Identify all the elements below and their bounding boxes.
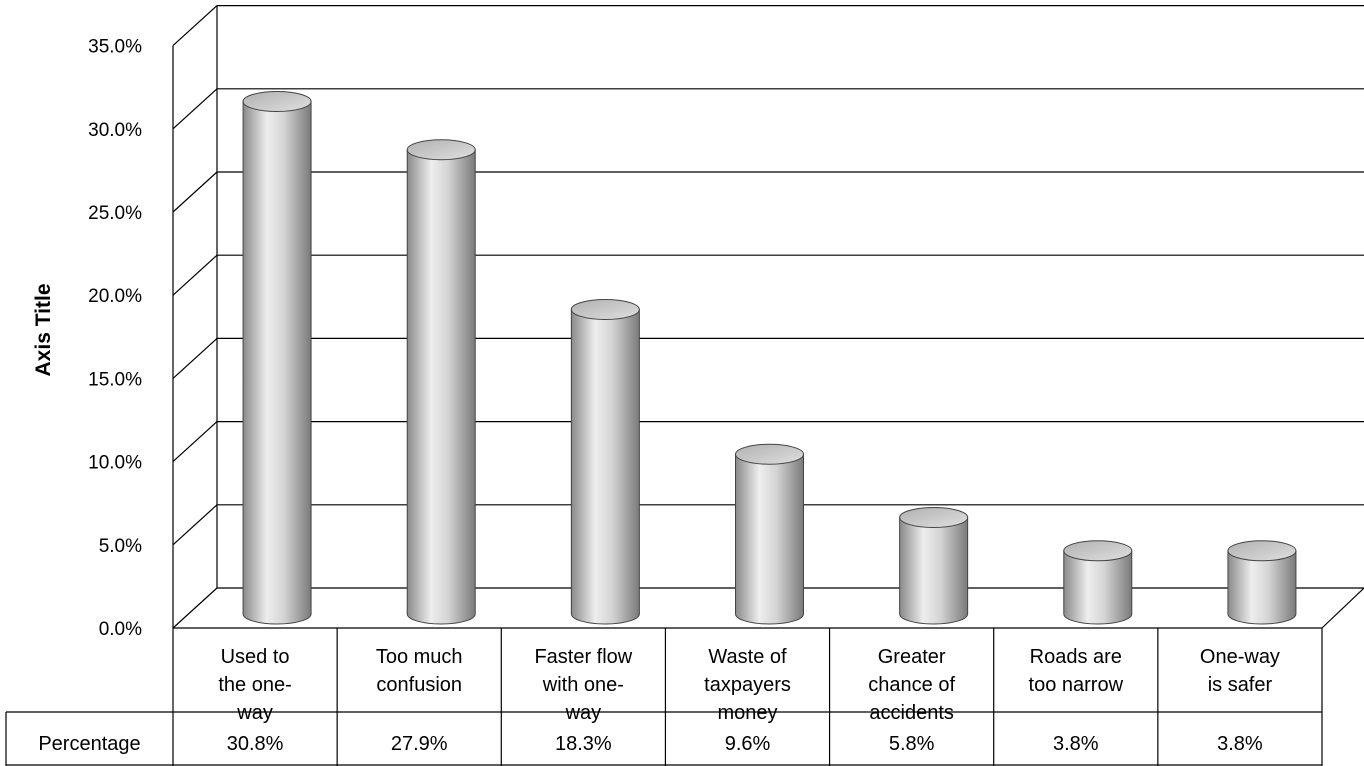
gridline-side (172, 587, 218, 629)
y-tick-label: 20.0% (88, 286, 142, 307)
bar (1227, 540, 1297, 625)
data-label: 27.9% (391, 733, 448, 755)
category-label: too narrow (1029, 674, 1124, 696)
y-tick-label: 10.0% (88, 453, 142, 474)
y-axis: 0.0% 5.0% 10.0% 15.0% 20.0% 25.0% 30.0% 35.0% (88, 5, 218, 640)
floor-right-edge (1321, 587, 1364, 629)
gridline-side (172, 254, 218, 296)
category-label: the one- (218, 674, 291, 696)
bar-cap (406, 139, 476, 161)
bar-cap (899, 506, 969, 528)
y-tick-label: 5.0% (99, 536, 142, 557)
data-label: 3.8% (1053, 733, 1099, 755)
bar-body (1227, 550, 1297, 625)
data-table: Percentage Used to the one-way 30.8% Too muc… (5, 628, 1323, 766)
y-tick-label: 25.0% (88, 203, 142, 224)
category-label: money (717, 702, 777, 724)
data-label: 3.8% (1217, 733, 1263, 755)
y-axis-title: Axis Title (32, 284, 55, 377)
bar-body (899, 516, 969, 625)
bars (242, 90, 1297, 625)
bar-body (1063, 550, 1133, 625)
bar-cap (1063, 540, 1133, 562)
category-label: is safer (1208, 674, 1273, 696)
bar-body (406, 149, 476, 625)
data-label: 5.8% (889, 733, 935, 755)
bar (570, 298, 640, 625)
series-name: Percentage (38, 733, 140, 755)
gridline-side (172, 88, 218, 130)
bar-body (735, 453, 804, 625)
category-label: Roads are (1030, 646, 1122, 668)
gridline-side (172, 5, 218, 47)
y-tick-label: 0.0% (99, 619, 142, 640)
gridline-side (172, 421, 218, 463)
data-label: 30.8% (227, 733, 284, 755)
category-label: Greater (878, 646, 946, 668)
gridline-side (172, 171, 218, 213)
category-label: with one- (542, 674, 624, 696)
bar (735, 443, 804, 625)
bar (1063, 540, 1133, 625)
category-label: confusion (376, 674, 462, 696)
bar-cap (735, 443, 804, 465)
y-tick-label: 30.0% (88, 120, 142, 141)
y-tick-label: 15.0% (88, 369, 142, 390)
bar-cap (242, 90, 312, 112)
category-label: Faster flow (534, 646, 632, 668)
category-label: way (565, 702, 602, 724)
category-label: accidents (869, 702, 954, 724)
category-label: chance of (868, 674, 955, 696)
bar-body (570, 308, 640, 625)
bar-cap (570, 298, 640, 320)
data-label: 9.6% (725, 733, 771, 755)
bar-cap (1227, 540, 1297, 562)
category-label: Too much (376, 646, 463, 668)
category-label: Waste of (708, 646, 787, 668)
bar (242, 90, 312, 625)
category-label: taxpayers (704, 674, 791, 696)
bar-body (242, 100, 312, 625)
y-tick-label: 35.0% (88, 37, 142, 58)
category-label: One-way (1200, 646, 1280, 668)
gridline-side (172, 337, 218, 379)
data-label: 18.3% (555, 733, 612, 755)
gridline-side (172, 504, 218, 546)
bar (899, 506, 969, 625)
bar (406, 139, 476, 625)
category-label: Used to (221, 646, 290, 668)
category-label: way (236, 702, 273, 724)
